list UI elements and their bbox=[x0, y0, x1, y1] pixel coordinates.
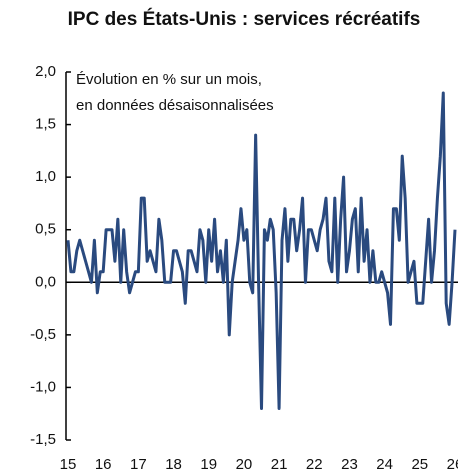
x-tick-label: 26 bbox=[447, 456, 458, 473]
x-tick-label: 17 bbox=[130, 456, 147, 473]
y-tick-label: 1,0 bbox=[35, 168, 56, 185]
x-tick-label: 19 bbox=[200, 456, 217, 473]
x-tick-label: 23 bbox=[341, 456, 358, 473]
y-tick-label: -0,5 bbox=[30, 326, 56, 343]
x-tick-label: 15 bbox=[60, 456, 77, 473]
subtitle: Évolution en % sur un mois, bbox=[76, 71, 262, 88]
x-tick-label: 18 bbox=[165, 456, 182, 473]
x-tick-label: 22 bbox=[306, 456, 323, 473]
x-tick-label: 21 bbox=[271, 456, 288, 473]
x-tick-label: 20 bbox=[236, 456, 253, 473]
line bbox=[66, 91, 457, 410]
chart-title: IPC des États-Unis : services récréatifs bbox=[68, 8, 421, 30]
subtitle: en données désaisonnalisées bbox=[76, 97, 274, 114]
y-tick-label: -1,5 bbox=[30, 431, 56, 448]
x-tick-label: 25 bbox=[411, 456, 428, 473]
y-tick-label: -1,0 bbox=[30, 378, 56, 395]
y-tick-label: 1,5 bbox=[35, 116, 56, 133]
y-tick-label: 0,5 bbox=[35, 221, 56, 238]
y-tick-label: 0,0 bbox=[35, 273, 56, 290]
x-tick-label: 24 bbox=[376, 456, 393, 473]
x-tick-label: 16 bbox=[95, 456, 112, 473]
y-tick-label: 2,0 bbox=[35, 63, 56, 80]
